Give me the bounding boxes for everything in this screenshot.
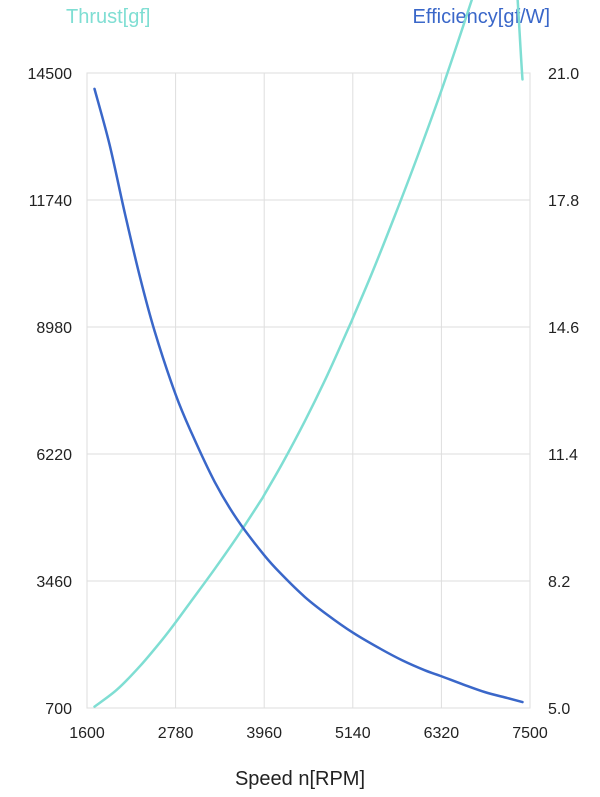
y-right-tick-label: 21.0 (548, 66, 579, 83)
x-tick-label: 3960 (246, 725, 282, 742)
plot-frame (86, 72, 531, 709)
y-left-tick-label: 3460 (36, 574, 72, 591)
x-tick-label: 5140 (335, 725, 371, 742)
x-tick-label: 7500 (512, 725, 548, 742)
x-axis-title: Speed n[RPM] (234, 768, 366, 790)
x-tick-label: 6320 (424, 725, 460, 742)
efficiency-series-line (93, 87, 524, 704)
right-axis-title: Efficiency[gf/W] (412, 6, 550, 28)
y-left-tick-label: 11740 (29, 193, 72, 210)
x-tick-label: 1600 (69, 725, 105, 742)
left-axis-title: Thrust[gf] (66, 6, 151, 28)
y-right-tick-label: 8.2 (548, 574, 570, 591)
y-right-tick-label: 5.0 (548, 701, 570, 718)
y-left-tick-label: 700 (45, 701, 72, 718)
tick-labels: 700 3460 6220 8980 11740 14500 5.0 8.2 11.4 14.6 1… (28, 66, 580, 742)
x-tick-label: 2780 (158, 725, 194, 742)
y-right-tick-label: 17.8 (548, 193, 579, 210)
y-right-tick-label: 11.4 (548, 447, 578, 464)
series-lines (93, 0, 524, 708)
y-left-tick-label: 6220 (36, 447, 72, 464)
y-right-tick-label: 14.6 (548, 320, 579, 337)
y-left-tick-label: 14500 (28, 66, 73, 83)
y-left-tick-label: 8980 (36, 320, 72, 337)
grid (86, 72, 531, 709)
thrust-series-line (93, 0, 524, 708)
